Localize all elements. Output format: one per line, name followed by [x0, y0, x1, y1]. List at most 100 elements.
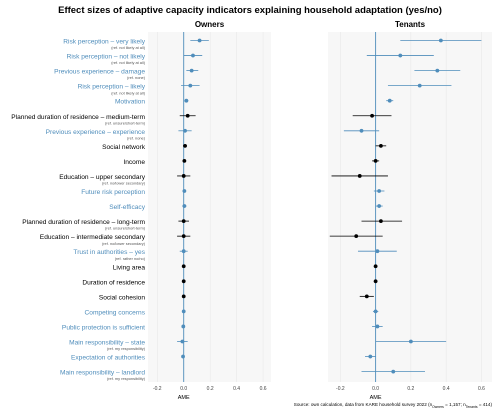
- y-label-ref: (ref. unsure/short-term): [105, 120, 146, 125]
- y-label: Planned duration of residence – long-ter…: [22, 219, 145, 226]
- y-label: Social cohesion: [99, 294, 146, 301]
- point-estimate: [181, 294, 186, 299]
- point-estimate: [191, 53, 195, 58]
- y-label: Self-efficacy: [109, 204, 145, 211]
- y-label: Previous experience – damage: [54, 69, 145, 76]
- point-estimate: [180, 339, 185, 344]
- y-label-ref: (ref. not likely at all): [111, 90, 145, 95]
- y-axis-labels: Risk perception – very likely(ref. not l…: [11, 39, 145, 382]
- point-estimate: [373, 279, 378, 284]
- source-sub-tenants: Tenants: [466, 405, 478, 409]
- y-label: Risk perception – very likely: [63, 39, 145, 46]
- y-label: Trust in authorities – yes: [73, 249, 145, 256]
- point-estimate: [417, 83, 422, 88]
- y-label: Education – upper secondary: [59, 174, 145, 181]
- point-estimate: [373, 309, 378, 314]
- panel-title: Owners: [195, 20, 225, 29]
- point-estimate: [181, 309, 186, 314]
- y-label: Planned duration of residence – medium-t…: [11, 114, 145, 121]
- point-estimate: [181, 279, 186, 284]
- panels: Owners -0.2 0.0 0.2 0.4 0.6 AME Tenants -0.2 0.0 0…: [148, 20, 492, 401]
- panel-background: [148, 32, 271, 382]
- point-estimate: [183, 128, 187, 133]
- x-tick-label: 0.6: [478, 386, 485, 392]
- point-estimate: [373, 159, 378, 163]
- y-label: Income: [123, 159, 145, 166]
- source-sub-owners: Owners: [432, 405, 444, 409]
- point-estimate: [188, 83, 193, 88]
- y-label: Public protection is sufficient: [62, 324, 145, 331]
- x-tick-label: 0.6: [260, 386, 267, 392]
- point-estimate: [387, 98, 392, 103]
- y-label: Motivation: [115, 99, 145, 106]
- point-estimate: [181, 264, 186, 269]
- point-estimate: [189, 68, 194, 73]
- point-estimate: [364, 294, 369, 299]
- point-estimate: [375, 324, 380, 329]
- source-end: = 414): [478, 402, 493, 407]
- x-tick-label: 0.4: [443, 386, 450, 392]
- point-estimate: [368, 354, 373, 359]
- point-estimate: [184, 98, 189, 103]
- y-label: Previous experience – experience: [46, 129, 146, 136]
- y-label: Education – intermediate secondary: [40, 234, 146, 241]
- point-estimate: [182, 159, 187, 163]
- y-label-ref: (ref. unsure/short-term): [105, 226, 146, 231]
- y-label-ref: (ref. none): [127, 135, 146, 140]
- x-axis-label: AME: [370, 395, 382, 401]
- point-estimate: [391, 369, 396, 374]
- point-estimate: [182, 189, 187, 193]
- y-label-ref: (ref. my responsibility): [107, 346, 146, 351]
- y-label: Duration of residence: [82, 279, 145, 286]
- y-label: Main responsibility – landlord: [60, 370, 145, 377]
- point-estimate: [181, 234, 186, 239]
- y-label: Social network: [102, 144, 146, 151]
- point-estimate: [375, 249, 380, 254]
- x-tick-label: -0.2: [153, 386, 162, 392]
- panel-background: [328, 32, 492, 382]
- point-estimate: [181, 219, 186, 224]
- x-axis-label: AME: [178, 395, 190, 401]
- point-estimate: [354, 234, 359, 239]
- x-tick-label: -0.2: [336, 386, 345, 392]
- point-estimate: [197, 38, 202, 43]
- point-estimate: [182, 204, 187, 208]
- point-estimate: [357, 174, 362, 178]
- x-tick-label: 0.2: [407, 386, 414, 392]
- panel-title: Tenants: [395, 20, 426, 29]
- x-tick-label: 0.2: [207, 386, 214, 392]
- x-tick-label: 0.0: [180, 386, 187, 392]
- y-label-ref: (ref. no/lower secondary): [102, 181, 146, 186]
- point-estimate: [181, 324, 186, 329]
- point-estimate: [185, 113, 190, 118]
- point-estimate: [373, 264, 378, 269]
- point-estimate: [183, 143, 187, 148]
- y-label-ref: (ref. no/lower secondary): [102, 241, 146, 246]
- source-mid: = 1,157; n: [444, 402, 466, 407]
- y-label: Future risk perception: [81, 189, 145, 196]
- y-label: Main responsibility – state: [69, 340, 145, 347]
- chart-title: Effect sizes of adaptive capacity indica…: [58, 5, 442, 16]
- point-estimate: [181, 174, 186, 178]
- point-estimate: [377, 189, 382, 193]
- source-note: Source: own calculation, data from KARE …: [294, 402, 493, 409]
- panel-tenants: Tenants -0.2 0.0 0.2 0.4 0.6 AME: [328, 20, 492, 401]
- x-tick-label: 0.0: [372, 386, 379, 392]
- y-label: Expectation of authorities: [71, 355, 146, 362]
- point-estimate: [398, 53, 403, 58]
- point-estimate: [438, 38, 443, 43]
- point-estimate: [377, 204, 382, 208]
- point-estimate: [181, 249, 186, 254]
- point-estimate: [408, 339, 413, 344]
- point-estimate: [181, 354, 185, 359]
- y-label: Risk perception – not likely: [67, 54, 146, 61]
- y-label-ref: (ref. not likely at all): [111, 45, 145, 50]
- point-estimate: [370, 113, 374, 118]
- point-estimate: [379, 219, 383, 224]
- point-estimate: [379, 143, 383, 148]
- y-label: Competing concerns: [85, 309, 146, 316]
- source-note-text: Source: own calculation, data from KARE …: [294, 402, 433, 407]
- y-label-ref: (ref. my responsibility): [107, 376, 146, 381]
- y-label-ref: (ref. none): [127, 75, 146, 80]
- y-label-ref: (ref. not likely at all): [111, 60, 145, 65]
